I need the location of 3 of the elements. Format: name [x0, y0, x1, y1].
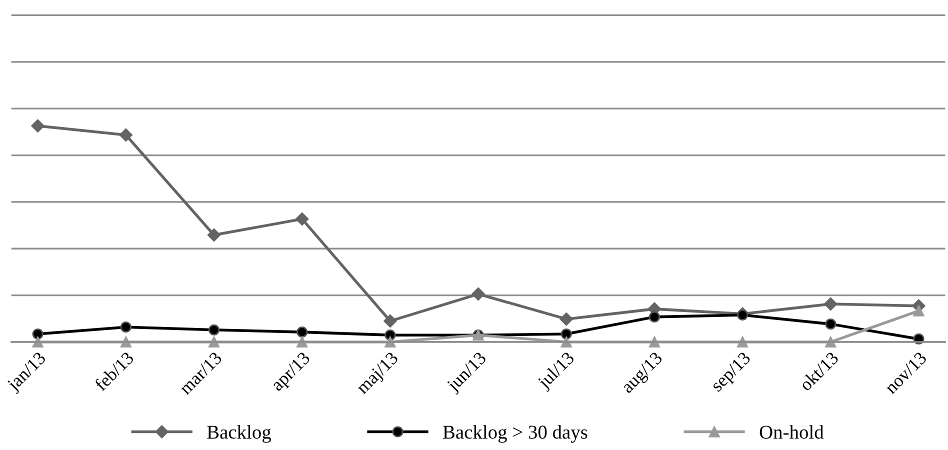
legend-label: Backlog [207, 425, 272, 443]
legend-label: On-hold [760, 425, 824, 439]
legend-label: Backlog > 30 days [443, 425, 588, 443]
